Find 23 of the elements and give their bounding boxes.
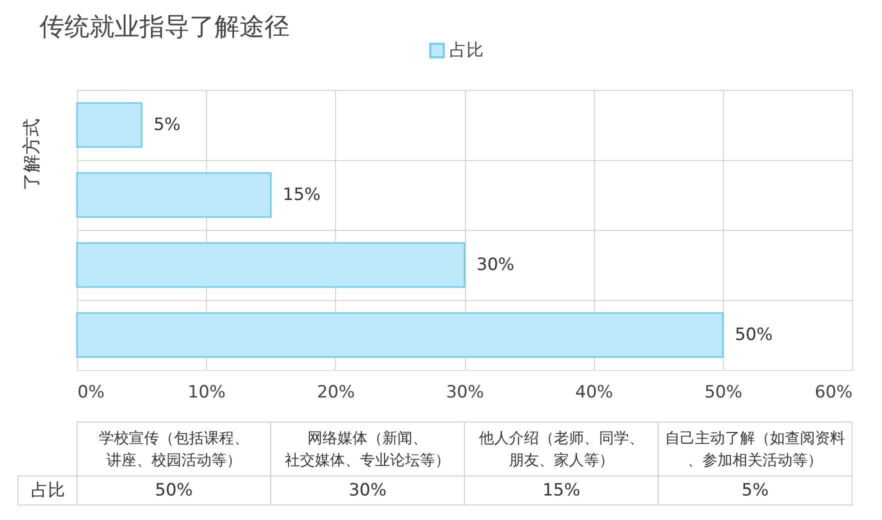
text: 30% bbox=[348, 480, 387, 500]
text: 占比 bbox=[31, 480, 65, 500]
data-label: 15% bbox=[282, 185, 321, 205]
x-tick-label: 20% bbox=[316, 382, 355, 402]
x-tick-label: 40% bbox=[575, 382, 614, 402]
legend-label: 占比 bbox=[450, 40, 484, 60]
x-tick-label: 0% bbox=[78, 382, 104, 402]
text: 50% bbox=[154, 480, 193, 500]
x-tick-label: 60% bbox=[814, 382, 852, 402]
y-axis-title: 了解方式 bbox=[22, 118, 42, 190]
text: 网络媒体（新闻、社交媒体、专业论坛等） bbox=[285, 429, 450, 469]
data-label: 50% bbox=[734, 325, 773, 345]
text: 5% bbox=[742, 480, 769, 500]
x-tick-label: 50% bbox=[704, 382, 742, 402]
chart-title: 传统就业指导了解途径 bbox=[40, 12, 290, 41]
text: 15% bbox=[542, 480, 580, 500]
text: 他人介绍（老师、同学、朋友、家人等） bbox=[478, 429, 644, 469]
data-label: 5% bbox=[154, 115, 181, 135]
x-tick-label: 10% bbox=[188, 382, 226, 402]
x-tick-label: 30% bbox=[446, 382, 484, 402]
text: 学校宣传（包括课程、讲座、校园活动等） bbox=[98, 429, 249, 469]
data-label: 30% bbox=[476, 255, 514, 275]
text: 自己主动了解（如查阅资料、参加相关活动等） bbox=[665, 429, 846, 469]
